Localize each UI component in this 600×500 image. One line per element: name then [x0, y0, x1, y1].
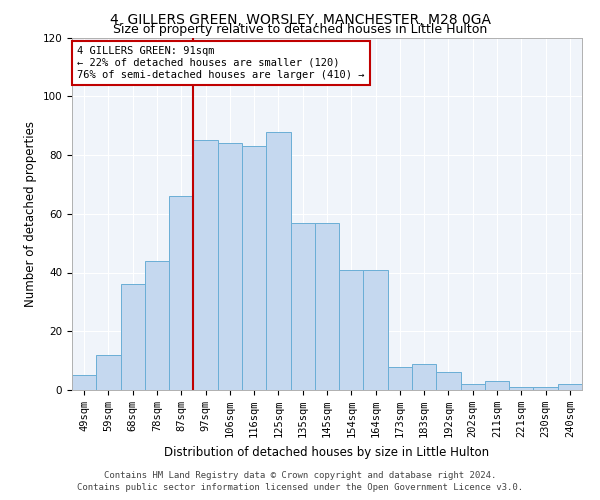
Bar [461, 384, 485, 390]
Bar [485, 381, 509, 390]
Text: 4, GILLERS GREEN, WORSLEY, MANCHESTER, M28 0GA: 4, GILLERS GREEN, WORSLEY, MANCHESTER, M… [110, 12, 491, 26]
Bar [145, 261, 169, 390]
Bar [412, 364, 436, 390]
Text: 4 GILLERS GREEN: 91sqm
← 22% of detached houses are smaller (120)
76% of semi-de: 4 GILLERS GREEN: 91sqm ← 22% of detached… [77, 46, 365, 80]
Bar [121, 284, 145, 390]
Bar [266, 132, 290, 390]
Bar [533, 387, 558, 390]
Bar [315, 222, 339, 390]
Bar [436, 372, 461, 390]
Bar [96, 355, 121, 390]
Text: Size of property relative to detached houses in Little Hulton: Size of property relative to detached ho… [113, 22, 487, 36]
Bar [72, 376, 96, 390]
Y-axis label: Number of detached properties: Number of detached properties [24, 120, 37, 306]
Bar [339, 270, 364, 390]
Bar [218, 143, 242, 390]
Bar [242, 146, 266, 390]
Bar [290, 222, 315, 390]
Text: Contains HM Land Registry data © Crown copyright and database right 2024.
Contai: Contains HM Land Registry data © Crown c… [77, 471, 523, 492]
Bar [388, 366, 412, 390]
Bar [558, 384, 582, 390]
Bar [364, 270, 388, 390]
Bar [509, 387, 533, 390]
Bar [169, 196, 193, 390]
X-axis label: Distribution of detached houses by size in Little Hulton: Distribution of detached houses by size … [164, 446, 490, 458]
Bar [193, 140, 218, 390]
